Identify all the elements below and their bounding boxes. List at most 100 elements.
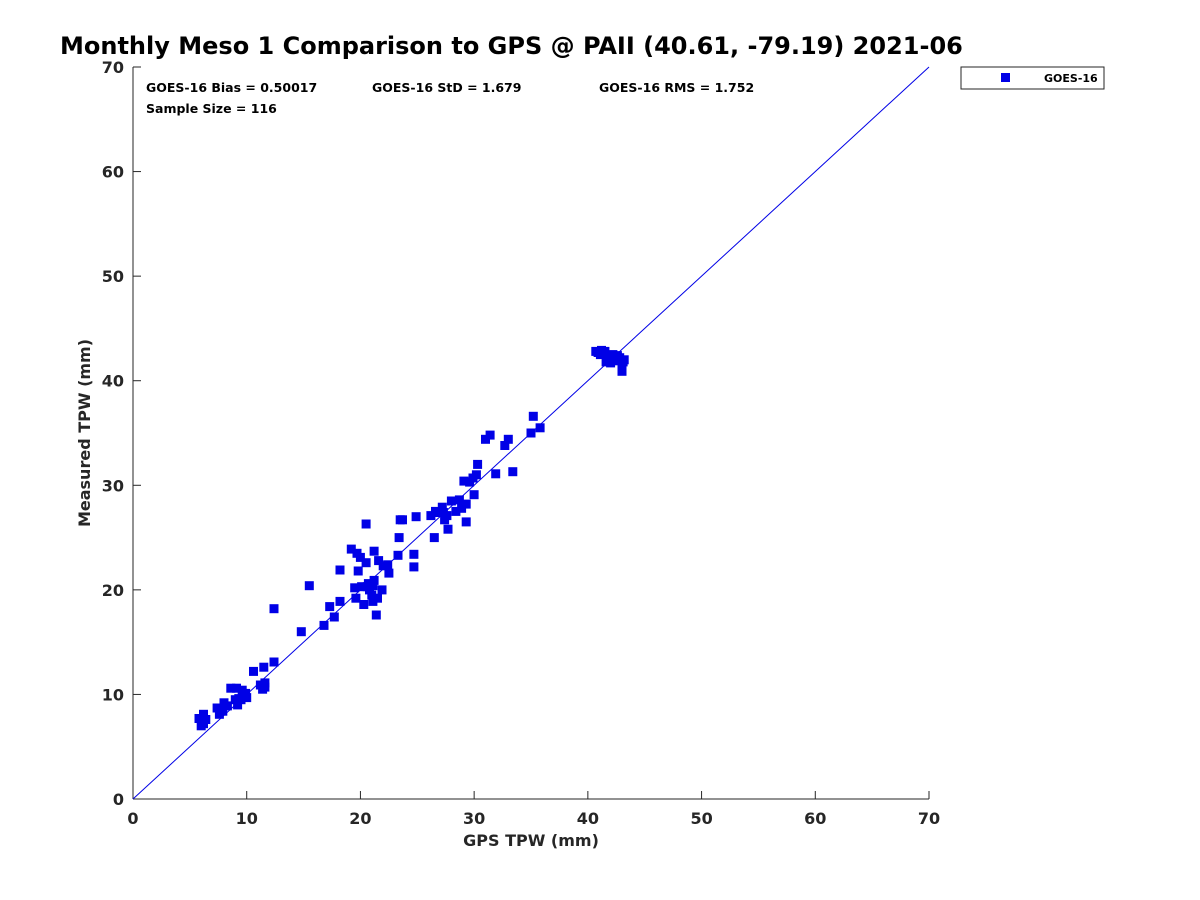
data-point bbox=[369, 546, 379, 556]
data-point bbox=[329, 612, 339, 622]
legend-label-goes16: GOES-16 bbox=[1044, 72, 1098, 85]
data-point bbox=[319, 620, 329, 630]
data-point bbox=[459, 476, 469, 486]
data-point bbox=[500, 441, 510, 450]
data-point bbox=[398, 515, 407, 525]
data-point bbox=[442, 511, 452, 521]
data-point bbox=[597, 345, 606, 355]
data-point bbox=[526, 428, 536, 438]
stat-sample-size: Sample Size = 116 bbox=[146, 101, 277, 116]
data-point bbox=[481, 434, 490, 444]
stat-std: GOES-16 StD = 1.679 bbox=[372, 80, 521, 95]
data-point bbox=[249, 666, 258, 676]
data-point bbox=[454, 495, 464, 505]
data-point bbox=[357, 582, 367, 592]
data-point bbox=[242, 693, 252, 703]
data-point bbox=[335, 596, 345, 606]
data-point bbox=[304, 581, 314, 591]
data-point bbox=[351, 593, 361, 603]
y-tick-label: 10 bbox=[102, 685, 124, 704]
data-point bbox=[429, 533, 439, 543]
data-point bbox=[233, 700, 243, 710]
data-point bbox=[350, 583, 360, 593]
data-point bbox=[371, 610, 381, 620]
data-point bbox=[443, 524, 453, 534]
data-point bbox=[373, 593, 382, 603]
data-point bbox=[409, 549, 419, 559]
data-point bbox=[325, 602, 335, 612]
stat-rms: GOES-16 RMS = 1.752 bbox=[599, 80, 754, 95]
data-point bbox=[196, 721, 206, 731]
data-point bbox=[491, 469, 501, 479]
x-ticks: 0 10 20 30 40 50 60 70 bbox=[127, 791, 940, 828]
data-point bbox=[259, 662, 269, 672]
data-point bbox=[617, 366, 627, 376]
x-axis-label: GPS TPW (mm) bbox=[463, 831, 599, 850]
legend-marker-goes16 bbox=[1001, 73, 1010, 82]
x-tick-label: 30 bbox=[463, 809, 485, 828]
data-point bbox=[346, 544, 356, 554]
data-point bbox=[222, 701, 232, 711]
data-point bbox=[269, 657, 279, 667]
data-point bbox=[369, 575, 379, 585]
stat-bias: GOES-16 Bias = 0.50017 bbox=[146, 80, 317, 95]
data-point bbox=[411, 512, 421, 522]
data-point bbox=[232, 683, 241, 693]
data-point bbox=[353, 566, 363, 576]
y-tick-label: 0 bbox=[113, 790, 124, 809]
data-point bbox=[361, 558, 371, 568]
data-point bbox=[535, 423, 545, 433]
data-point bbox=[368, 596, 378, 606]
data-point bbox=[393, 550, 403, 560]
data-point bbox=[469, 490, 479, 500]
data-point bbox=[269, 604, 279, 614]
legend-box bbox=[960, 66, 1105, 90]
x-tick-label: 50 bbox=[690, 809, 712, 828]
data-point bbox=[610, 356, 620, 366]
data-point bbox=[409, 562, 419, 572]
data-point bbox=[446, 496, 456, 506]
data-point bbox=[471, 470, 481, 480]
data-point bbox=[368, 581, 378, 591]
y-axis-label: Measured TPW (mm) bbox=[75, 339, 94, 527]
data-point bbox=[260, 682, 270, 692]
legend: GOES-16 bbox=[960, 66, 1105, 90]
data-point bbox=[374, 556, 384, 566]
data-point bbox=[367, 590, 377, 600]
data-point bbox=[457, 503, 467, 513]
data-point bbox=[426, 511, 436, 521]
x-tick-label: 40 bbox=[577, 809, 599, 828]
data-point bbox=[612, 351, 622, 361]
y-ticks: 0 10 20 30 40 50 60 70 bbox=[102, 58, 141, 809]
data-point bbox=[437, 502, 447, 512]
y-tick-label: 70 bbox=[102, 58, 124, 77]
x-tick-label: 0 bbox=[127, 809, 138, 828]
x-tick-label: 60 bbox=[804, 809, 826, 828]
y-tick-label: 20 bbox=[102, 581, 124, 600]
x-tick-label: 20 bbox=[349, 809, 371, 828]
data-point bbox=[361, 519, 371, 529]
data-point bbox=[359, 600, 369, 609]
y-tick-label: 60 bbox=[102, 163, 124, 182]
data-point bbox=[619, 355, 629, 365]
data-point bbox=[199, 709, 208, 719]
data-point bbox=[503, 434, 513, 444]
y-tick-label: 30 bbox=[102, 476, 124, 495]
data-point bbox=[377, 585, 387, 595]
data-point bbox=[473, 459, 483, 469]
data-point bbox=[296, 627, 306, 637]
data-point bbox=[218, 706, 228, 716]
data-point bbox=[212, 703, 222, 713]
chart-title: Monthly Meso 1 Comparison to GPS @ PAII … bbox=[60, 32, 963, 60]
data-point bbox=[335, 565, 345, 575]
data-point bbox=[451, 506, 461, 516]
y-tick-label: 40 bbox=[102, 372, 124, 391]
y-tick-label: 50 bbox=[102, 267, 124, 286]
data-point bbox=[461, 499, 471, 509]
data-point bbox=[394, 533, 404, 543]
data-point bbox=[201, 715, 211, 724]
x-tick-label: 10 bbox=[236, 809, 258, 828]
data-point bbox=[226, 683, 236, 693]
x-tick-label: 70 bbox=[918, 809, 940, 828]
